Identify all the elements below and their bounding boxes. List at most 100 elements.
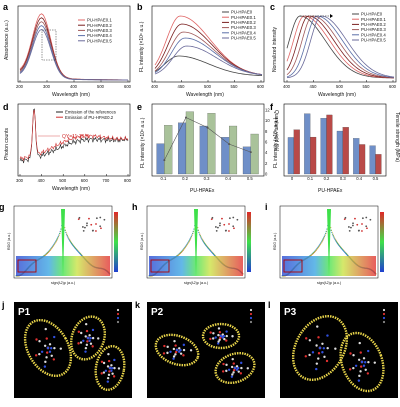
rdg-point bbox=[60, 228, 62, 230]
panel-a-xlabel: Wavelength (nm) bbox=[52, 92, 90, 98]
rdg-spike bbox=[327, 209, 331, 276]
atom bbox=[236, 218, 239, 221]
y-axis-label: RDG (a.u.) bbox=[7, 233, 11, 250]
y-axis-label: RDG (a.u.) bbox=[273, 233, 277, 250]
color-bar bbox=[380, 212, 384, 272]
rdg-point bbox=[188, 239, 191, 241]
x-tick-label: 600 bbox=[81, 178, 89, 183]
qy-point bbox=[184, 116, 187, 119]
highlight-box bbox=[150, 259, 170, 273]
x-tick-label: 600 bbox=[389, 84, 397, 89]
atom bbox=[236, 366, 240, 370]
atom bbox=[365, 225, 368, 228]
atom bbox=[219, 222, 221, 225]
atom bbox=[103, 218, 106, 221]
y2-tick-label: 12 bbox=[265, 108, 270, 113]
atom bbox=[225, 330, 228, 333]
atom bbox=[366, 227, 368, 230]
series-line bbox=[154, 55, 263, 76]
atom bbox=[348, 368, 352, 371]
atom bbox=[357, 379, 361, 382]
atom bbox=[356, 223, 359, 226]
series-line bbox=[19, 109, 129, 162]
atom bbox=[45, 337, 48, 340]
rdg-point bbox=[64, 229, 66, 232]
element-legend-dot bbox=[116, 312, 120, 316]
atom bbox=[352, 222, 354, 225]
atom bbox=[38, 352, 41, 356]
x-tick-label: 0.5 bbox=[247, 176, 253, 181]
atom bbox=[173, 339, 176, 343]
qy-point bbox=[163, 159, 166, 162]
atom bbox=[112, 375, 116, 378]
rdg-point bbox=[323, 237, 325, 239]
atom bbox=[85, 224, 88, 227]
panel-b-letter: b bbox=[137, 2, 143, 12]
panel-i: iP3sign(λ2)ρ (a.u.)RDG (a.u.) bbox=[265, 202, 384, 285]
atom bbox=[232, 371, 235, 374]
atom bbox=[82, 230, 85, 232]
element-legend-dot bbox=[116, 320, 120, 324]
legend-entry: PU-HPAE0.5 bbox=[87, 38, 112, 43]
x-tick-label: 800 bbox=[124, 178, 132, 183]
legend-entry: PU-HPAE0.5 bbox=[231, 36, 256, 41]
atom bbox=[86, 222, 88, 225]
x-tick-label: 300 bbox=[16, 178, 24, 183]
panel-h: hP2sign(λ2)ρ (a.u.)RDG (a.u.) bbox=[132, 202, 251, 285]
series-line bbox=[19, 108, 129, 164]
panel-b: b FL intensity (×10⁶ a.u.) Wavelength (n… bbox=[137, 2, 265, 98]
rdg-point bbox=[330, 229, 332, 232]
atom bbox=[86, 336, 90, 340]
render-background bbox=[14, 302, 132, 398]
atom bbox=[351, 224, 354, 227]
element-legend-dot bbox=[249, 316, 253, 320]
atom bbox=[317, 357, 320, 360]
atom bbox=[102, 371, 106, 374]
atom bbox=[225, 334, 228, 338]
atom bbox=[38, 339, 41, 343]
atom bbox=[347, 226, 350, 228]
atom bbox=[235, 365, 239, 368]
atom bbox=[235, 368, 239, 371]
atom bbox=[108, 366, 112, 370]
rdg-point bbox=[189, 238, 191, 240]
atom bbox=[100, 360, 104, 363]
atom bbox=[325, 359, 329, 363]
panel-f-ticks: 0 0.1 0.2 0.3 0.4 0.5 bbox=[291, 176, 379, 181]
panel-b-curves bbox=[154, 15, 263, 76]
atom bbox=[169, 350, 172, 353]
atom bbox=[219, 334, 223, 338]
bar bbox=[353, 138, 360, 175]
rdg-point bbox=[57, 235, 60, 238]
atom bbox=[315, 367, 318, 371]
y2-tick-label: 4 bbox=[265, 150, 268, 155]
rdg-point bbox=[191, 234, 193, 236]
atom bbox=[240, 361, 243, 365]
panel-f: f FL intensity (×10⁶ a.u.) Tensile stren… bbox=[270, 102, 400, 194]
atom bbox=[322, 347, 326, 350]
element-legend-dot bbox=[249, 312, 253, 316]
atom bbox=[79, 341, 83, 344]
atom bbox=[233, 366, 237, 370]
rdg-point bbox=[198, 233, 201, 235]
series-line bbox=[286, 15, 395, 79]
panel-c-ylabel: Normalized intensity bbox=[272, 26, 278, 72]
atom bbox=[110, 364, 113, 367]
atom bbox=[182, 348, 186, 352]
rdg-point bbox=[325, 230, 328, 233]
interaction-surface bbox=[201, 322, 241, 350]
series-line bbox=[286, 15, 395, 79]
atom bbox=[240, 366, 243, 370]
x-tick-label: 0.2 bbox=[324, 176, 330, 181]
element-legend-dot bbox=[382, 320, 386, 324]
x-tick-label: 300 bbox=[43, 84, 51, 89]
series-line bbox=[286, 15, 395, 78]
panel-e-ylabel: FL intensity (×10⁶ a.u.) bbox=[140, 117, 146, 168]
atom bbox=[108, 370, 111, 373]
legend-entry: PU-HPAE0.4 bbox=[231, 30, 256, 35]
atom bbox=[174, 344, 177, 347]
x-tick-label: 400 bbox=[151, 84, 159, 89]
x-tick-label: 400 bbox=[38, 178, 46, 183]
atom bbox=[222, 362, 225, 366]
atom bbox=[308, 353, 311, 357]
